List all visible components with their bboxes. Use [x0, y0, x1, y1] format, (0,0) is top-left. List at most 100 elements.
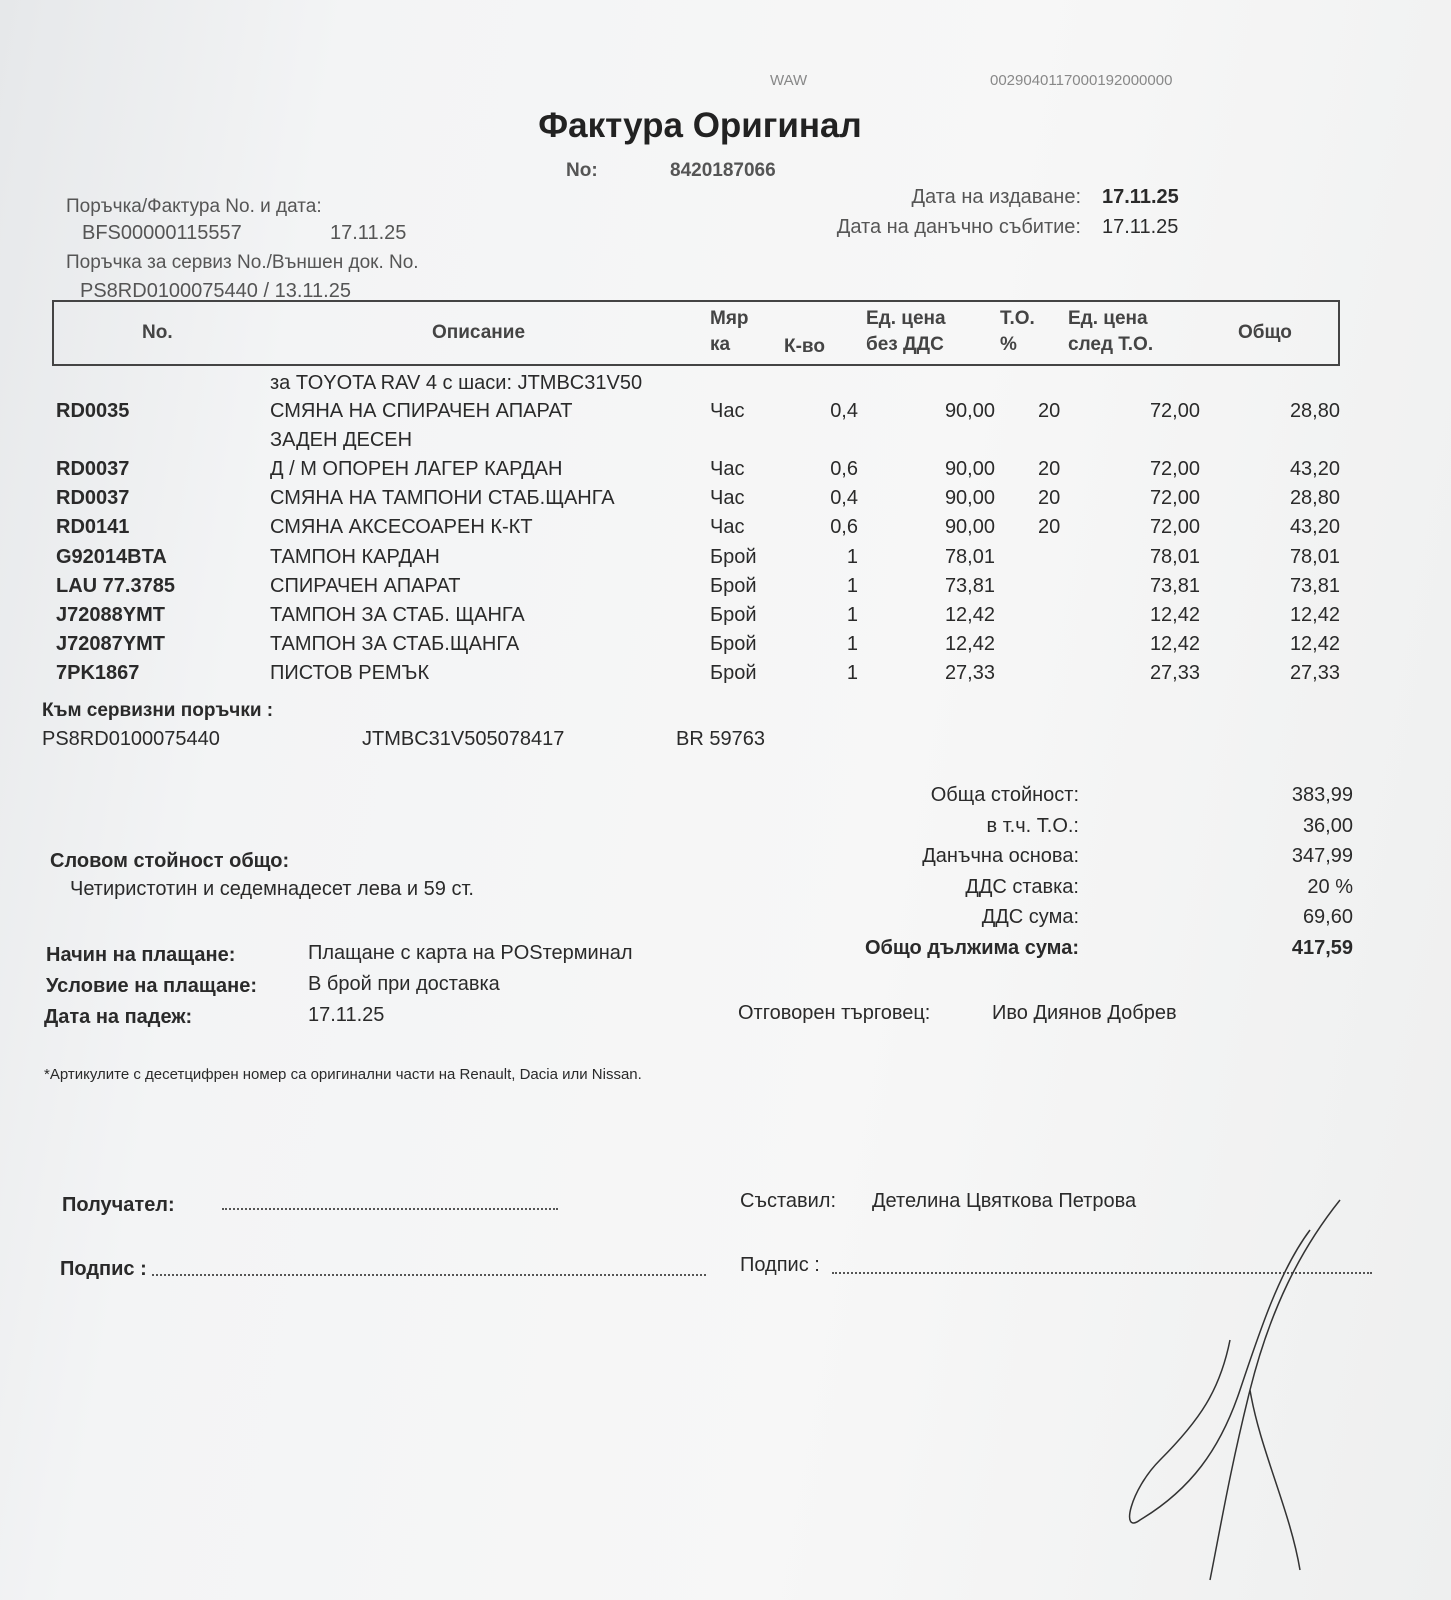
table-row: J72088YMT ТАМПОН ЗА СТАБ. ЩАНГА Брой 1 12,42… [0, 604, 1451, 634]
cell-desc: СПИРАЧЕН АПАРАТ [270, 575, 461, 597]
cell-desc: СМЯНА НА ТАМПОНИ СТАБ.ЩАНГА [270, 487, 615, 509]
col-unit-price: Ед. цена без ДДС [866, 308, 946, 355]
cell-disc: 20 [1038, 487, 1061, 509]
dealer-name: Иво Диянов Добрев [992, 1002, 1177, 1024]
cell-after: 12,42 [1149, 604, 1200, 626]
handwritten-signature [1128, 1199, 1341, 1581]
invoice-number-label: No: [566, 160, 598, 181]
cell-disc: 20 [1038, 516, 1061, 538]
cell-unit: Брой [710, 546, 757, 568]
recipient-sign-line [152, 1274, 706, 1276]
cell-after: 78,01 [1149, 546, 1200, 568]
recipient-label: Получател: [62, 1194, 175, 1216]
col-discount: Т.О. % [1000, 308, 1035, 355]
col-price-after-discount: Ед. цена след Т.О. [1068, 308, 1154, 355]
cell-no: J72088YMT [56, 604, 165, 626]
cell-qty: 0,6 [830, 458, 858, 480]
cell-desc: Д / М ОПОРЕН ЛАГЕР КАРДАН [270, 458, 563, 480]
cell-desc: ТАМПОН ЗА СТАБ. ЩАНГА [270, 604, 525, 626]
total-label: в т.ч. Т.О.: [986, 814, 1079, 837]
col-description: Описание [432, 322, 526, 343]
table-row: RD0141 СМЯНА АКСЕСОАРЕН К-КТ Час 0,6 90,00 20… [0, 516, 1451, 546]
service-order-value: PS8RD0100075440 / 13.11.25 [80, 280, 351, 302]
plate-number: BR 59763 [676, 728, 765, 750]
cell-after: 73,81 [1149, 575, 1200, 597]
cell-price: 90,00 [944, 516, 995, 538]
total-value: 36,00 [1302, 814, 1353, 837]
service-orders-label: Към сервизни поръчки : [42, 700, 274, 721]
cell-price: 27,33 [944, 662, 995, 684]
cell-qty: 1 [846, 575, 858, 597]
service-order-label: Поръчка за сервиз No./Външен док. No. [66, 252, 419, 273]
total-value: 383,99 [1291, 784, 1353, 806]
table-row: 7PK1867 ПИСТОВ РЕМЪК Брой 1 27,33 27,33 27,33 [0, 662, 1451, 692]
invoice-number: 8420187066 [670, 160, 776, 181]
cell-after: 72,00 [1149, 458, 1200, 480]
payment-method-label: Начин на плащане: [46, 944, 236, 966]
recipient-line [222, 1208, 558, 1210]
order-invoice-label: Поръчка/Фактура No. и дата: [66, 196, 322, 217]
cell-no: 7PK1867 [56, 662, 140, 684]
cell-no: RD0037 [56, 458, 130, 480]
table-row: за TOYOTA RAV 4 с шаси: JTMBC31V50 [0, 372, 1451, 402]
cell-total: 73,81 [1289, 575, 1340, 597]
cell-unit: Брой [710, 662, 757, 684]
cell-qty: 1 [846, 546, 858, 568]
words-value: Четиристотин и седемнадесет лева и 59 ст… [70, 878, 474, 900]
cell-no: J72087YMT [56, 633, 165, 655]
col-unit: Мяр ка [710, 308, 749, 355]
payment-terms-label: Условие на плащане: [46, 975, 258, 997]
cell-desc: СМЯНА НА СПИРАЧЕН АПАРАТ [270, 400, 573, 422]
cell-no: LAU 77.3785 [56, 575, 175, 597]
total-label: Общо дължима сума: [865, 936, 1079, 959]
cell-after: 72,00 [1149, 487, 1200, 509]
col-total: Общо [1238, 322, 1292, 343]
cell-unit: Брой [710, 575, 757, 597]
total-value: 20 % [1307, 875, 1353, 898]
cell-no: RD0037 [56, 487, 130, 509]
total-label: ДДС сума: [981, 906, 1079, 928]
cell-unit: Час [710, 458, 745, 480]
composer-name: Детелина Цвяткова Петрова [872, 1190, 1137, 1212]
table-row: G92014BTA ТАМПОН КАРДАН Брой 1 78,01 78,01 78,… [0, 546, 1451, 576]
invoice-title: Фактура Оригинал [538, 106, 862, 145]
table-row: RD0037 СМЯНА НА ТАМПОНИ СТАБ.ЩАНГА Час 0,4 9… [0, 487, 1451, 517]
cell-total: 12,42 [1289, 633, 1340, 655]
cell-total: 12,42 [1289, 604, 1340, 626]
col-qty: К-во [784, 336, 825, 357]
cell-qty: 1 [846, 662, 858, 684]
payment-method: Плащане с карта на POSтерминал [308, 942, 633, 964]
table-row: RD0037 Д / М ОПОРЕН ЛАГЕР КАРДАН Час 0,6 90,… [0, 458, 1451, 488]
tax-event-date: 17.11.25 [1102, 216, 1179, 238]
cell-price: 90,00 [944, 487, 995, 509]
cell-qty: 0,4 [830, 400, 858, 422]
cell-desc: СМЯНА АКСЕСОАРЕН К-КТ [270, 516, 533, 538]
total-label: ДДС ставка: [965, 875, 1079, 898]
order-invoice-no: BFS00000115557 [82, 222, 242, 244]
cell-qty: 1 [846, 633, 858, 655]
cell-no: G92014BTA [56, 546, 167, 568]
top-mark-right: 0029040117000192000000 [990, 72, 1173, 89]
cell-qty: 0,4 [830, 487, 858, 509]
cell-unit: Брой [710, 604, 757, 626]
issue-date: 17.11.25 [1102, 186, 1179, 208]
cell-qty: 0,6 [830, 516, 858, 538]
cell-desc: ПИСТОВ РЕМЪК [270, 662, 430, 684]
total-label: Данъчна основа: [922, 845, 1079, 867]
composer-sign-label: Подпис : [740, 1254, 820, 1276]
col-no: No. [142, 322, 173, 343]
composer-sign-line [832, 1272, 1372, 1274]
table-row: LAU 77.3785 СПИРАЧЕН АПАРАТ Брой 1 73,81 73,8… [0, 575, 1451, 605]
cell-after: 12,42 [1149, 633, 1200, 655]
cell-price: 12,42 [944, 604, 995, 626]
cell-total: 27,33 [1289, 662, 1340, 684]
due-date-label: Дата на падеж: [44, 1006, 193, 1028]
cell-total: 78,01 [1289, 546, 1340, 568]
dealer-label: Отговорен търговец: [738, 1002, 931, 1024]
service-order-number: PS8RD0100075440 [42, 728, 220, 750]
cell-total: 43,20 [1289, 458, 1340, 480]
cell-after: 72,00 [1149, 400, 1200, 422]
payment-terms: В брой при доставка [308, 973, 500, 995]
vin: JTMBC31V505078417 [362, 728, 565, 750]
table-row: ЗАДЕН ДЕСЕН [0, 429, 1451, 459]
